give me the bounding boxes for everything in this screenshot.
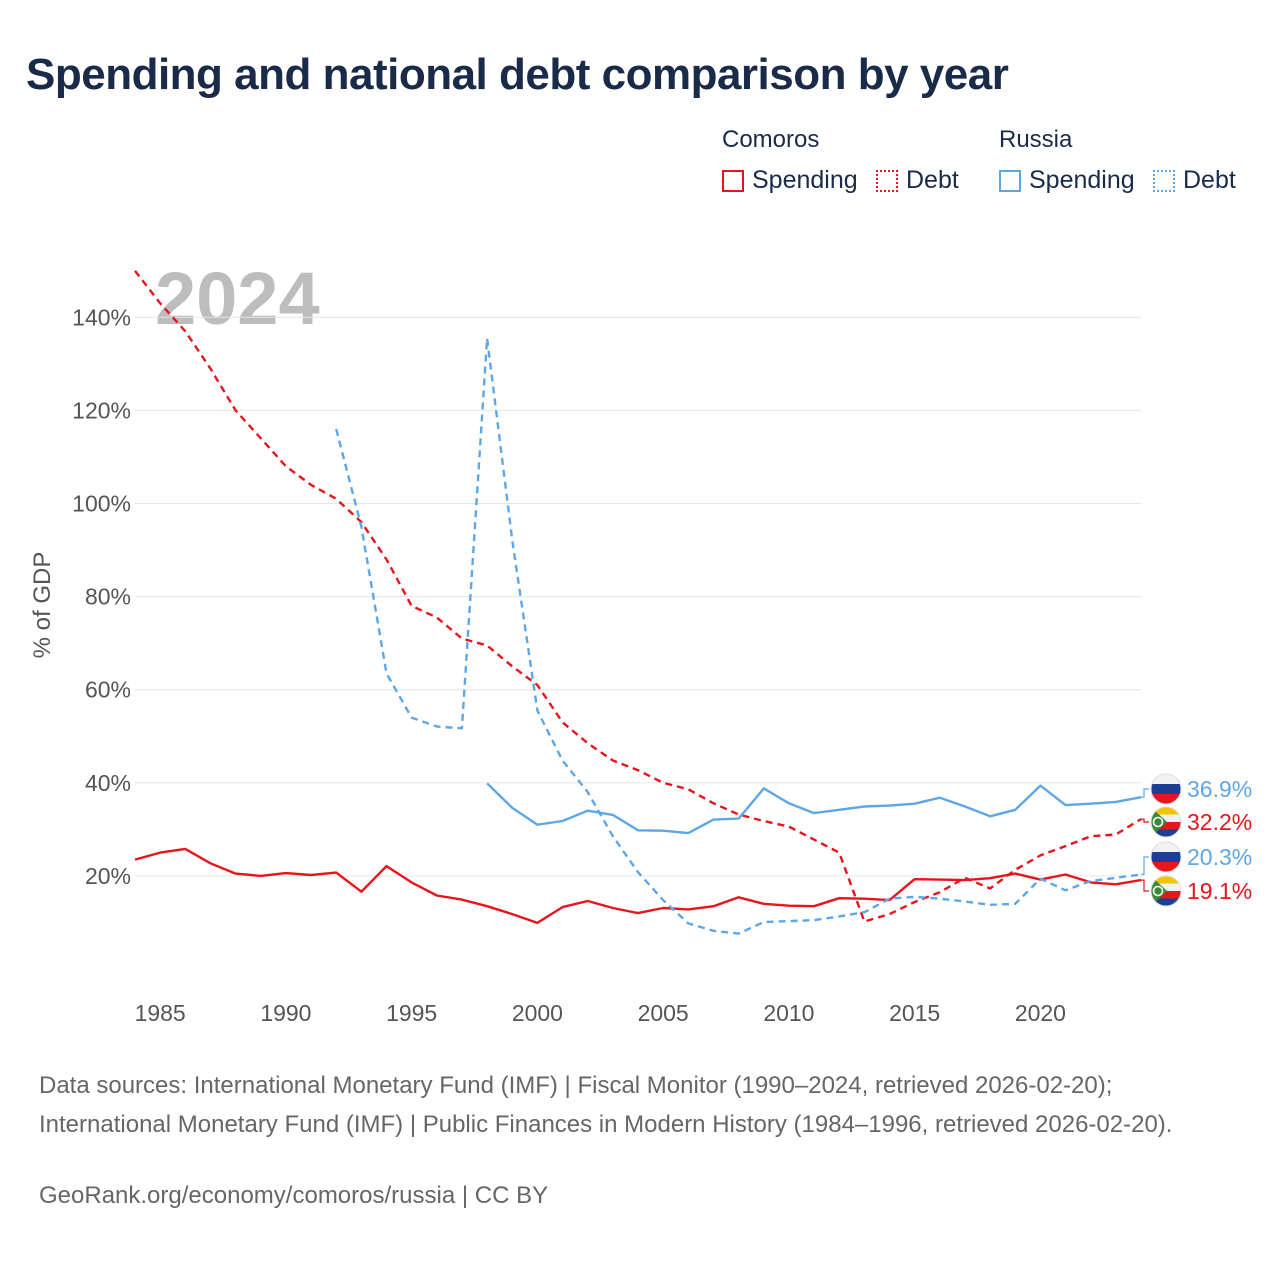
y-tick-label: 60% xyxy=(85,677,131,703)
x-tick-label: 2020 xyxy=(1015,1000,1066,1026)
x-tick-label: 1990 xyxy=(260,1000,311,1026)
y-tick-label: 80% xyxy=(85,584,131,610)
dotted-line-swatch-icon xyxy=(876,169,898,192)
x-tick-label: 1995 xyxy=(386,1000,437,1026)
legend-group-comoros: Comoros xyxy=(722,126,820,153)
y-tick-label: 140% xyxy=(72,304,131,330)
end-value-label: 32.2% xyxy=(1187,809,1252,835)
year-watermark: 2024 xyxy=(155,257,320,340)
legend-group-russia: Russia xyxy=(999,126,1073,153)
legend-russia-spending[interactable]: Spending xyxy=(999,166,1135,195)
legend-label: Spending xyxy=(1029,166,1135,194)
legend-label: Debt xyxy=(1183,166,1236,194)
series-line-russia-spending[interactable] xyxy=(486,782,1142,835)
comoros-flag-icon xyxy=(1150,875,1182,907)
legend-comoros-spending[interactable]: Spending xyxy=(722,166,858,195)
y-tick-label: 120% xyxy=(72,397,131,423)
dotted-line-swatch-icon xyxy=(1153,169,1175,192)
x-tick-label: 2010 xyxy=(763,1000,814,1026)
y-axis-label: % of GDP xyxy=(29,552,56,659)
end-label-connector xyxy=(1141,788,1149,798)
end-value-label: 19.1% xyxy=(1187,878,1252,904)
series-line-comoros-debt[interactable] xyxy=(134,270,1142,923)
series-line-comoros-spending[interactable] xyxy=(134,847,1142,925)
end-value-label: 36.9% xyxy=(1187,776,1252,802)
solid-line-swatch-icon xyxy=(999,169,1021,192)
x-tick-label: 2015 xyxy=(889,1000,940,1026)
x-tick-label: 2000 xyxy=(512,1000,563,1026)
end-label-connector xyxy=(1141,856,1149,876)
russia-flag-icon xyxy=(1150,773,1182,805)
x-tick-label: 2005 xyxy=(638,1000,689,1026)
x-tick-label: 1985 xyxy=(135,1000,186,1026)
legend-russia-debt[interactable]: Debt xyxy=(1153,166,1236,195)
chart-title: Spending and national debt comparison by… xyxy=(26,50,1009,99)
credit-link[interactable]: GeoRank.org/economy/comoros/russia | CC … xyxy=(39,1182,549,1209)
end-value-label: 20.3% xyxy=(1187,844,1252,870)
data-sources: Data sources: International Monetary Fun… xyxy=(39,1072,1173,1138)
end-label-connector xyxy=(1141,879,1149,892)
legend-label: Debt xyxy=(906,166,959,194)
legend-label: Spending xyxy=(752,166,858,194)
series-line-russia-debt[interactable] xyxy=(335,337,1142,935)
y-tick-label: 40% xyxy=(85,770,131,796)
line-chart: 2024 20% 40% 60% 80% 100% 120% 140% 1985 1990 199… xyxy=(29,257,1252,1026)
end-label-connector xyxy=(1141,818,1149,823)
russia-flag-icon xyxy=(1150,841,1182,873)
solid-line-swatch-icon xyxy=(722,169,744,192)
y-tick-label: 100% xyxy=(72,491,131,517)
comoros-flag-icon xyxy=(1150,806,1182,838)
y-tick-label: 20% xyxy=(85,863,131,889)
legend-comoros-debt[interactable]: Debt xyxy=(876,166,959,195)
